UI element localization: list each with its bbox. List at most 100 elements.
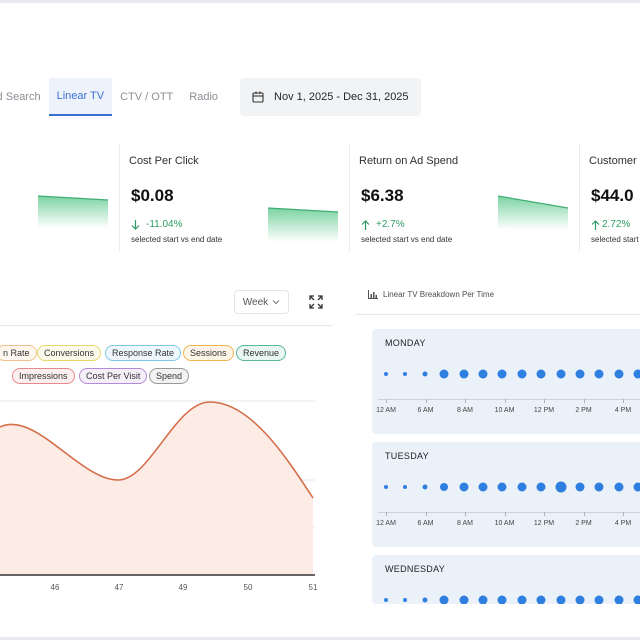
time-tick-label: 6 AM (417, 407, 434, 414)
time-tick-label: 8 AM (457, 520, 473, 527)
expand-icon[interactable] (309, 295, 323, 309)
day-title: MONDAY (385, 338, 426, 348)
time-slot-dot[interactable] (517, 595, 527, 604)
panel-divider (0, 325, 333, 326)
time-slot-dot[interactable] (478, 482, 488, 492)
time-slot-dot[interactable] (440, 483, 449, 491)
time-slot-dot[interactable] (403, 598, 408, 602)
time-slot-dot[interactable] (403, 485, 408, 489)
time-tick-label: 2 PM (575, 520, 592, 527)
kpi-title: Cost Per Click (129, 155, 199, 167)
metric-pill-conversions[interactable]: Conversions (37, 345, 102, 361)
metric-pill-rate[interactable]: n Rate (0, 345, 37, 361)
time-slot-dot[interactable] (422, 371, 428, 377)
time-slot-dot[interactable] (478, 369, 488, 379)
area-series-line (0, 401, 314, 499)
time-slot-dot[interactable] (556, 595, 566, 604)
time-slot-dot[interactable] (614, 369, 624, 379)
metric-pill-impressions[interactable]: Impressions (12, 368, 75, 384)
x-tick-label: 49 (179, 583, 188, 592)
kpi-value: $44.0 (591, 186, 634, 205)
breakdown-panel: Linear TV Breakdown Per Time MONDAY 12 A… (355, 284, 640, 604)
metric-pill-sessions[interactable]: Sessions (183, 345, 234, 361)
time-slot-dot[interactable] (517, 369, 527, 379)
time-tick-label: 6 AM (417, 520, 434, 527)
kpi-sparkline (38, 192, 108, 228)
metric-pill-response-rate[interactable]: Response Rate (105, 345, 182, 361)
time-slot-dot[interactable] (614, 482, 624, 492)
kpi-caption: selected start vs end date (361, 235, 453, 244)
time-slot-dot[interactable] (517, 482, 527, 492)
chevron-down-icon (272, 300, 280, 305)
kpi-delta: +2.7% (361, 219, 405, 230)
time-slot-dot[interactable] (556, 369, 566, 379)
kpi-sparkline (268, 206, 338, 242)
date-range-picker[interactable]: Nov 1, 2025 - Dec 31, 2025 (240, 78, 421, 116)
time-slot-dot[interactable] (384, 372, 388, 376)
time-slot-dot[interactable] (459, 482, 469, 492)
time-tick (465, 399, 466, 403)
arrow-up-icon (591, 219, 600, 230)
time-slot-dot[interactable] (536, 369, 546, 379)
time-slot-dot[interactable] (633, 595, 640, 604)
time-slot-dot[interactable] (536, 595, 546, 604)
time-slot-dot[interactable] (384, 598, 388, 602)
tab-paid-search[interactable]: aid Search (0, 91, 41, 103)
time-slot-dot[interactable] (555, 481, 567, 493)
period-select[interactable]: Week (234, 290, 289, 314)
tab-linear-tv[interactable]: Linear TV (48, 78, 113, 116)
time-slot-dot[interactable] (614, 595, 624, 604)
kpi-card-cost-per-click: Cost Per Click $0.08 -11.04% selected st… (119, 144, 349, 252)
time-slot-dot[interactable] (384, 485, 388, 489)
x-tick-label: 50 (244, 583, 253, 592)
time-slot-dot[interactable] (459, 595, 469, 604)
time-slot-dot[interactable] (497, 595, 507, 604)
metric-pill-revenue[interactable]: Revenue (236, 345, 287, 361)
kpi-value: . (0, 186, 1, 206)
time-slot-dot[interactable] (422, 597, 428, 603)
panel-divider (355, 314, 640, 315)
time-slot-dot[interactable] (575, 369, 585, 379)
time-slot-dot[interactable] (594, 482, 604, 492)
time-slot-dot[interactable] (478, 595, 488, 604)
metric-pill-spend[interactable]: Spend (149, 368, 190, 384)
arrow-up-icon (361, 219, 370, 230)
time-tick-label: 4 PM (614, 520, 632, 527)
time-axis (378, 512, 640, 513)
time-tick (425, 399, 427, 403)
time-slot-dot[interactable] (536, 482, 546, 492)
dot-row (372, 366, 640, 382)
tab-radio[interactable]: Radio (189, 91, 219, 103)
time-slot-dot[interactable] (422, 484, 428, 490)
time-slot-dot[interactable] (575, 482, 585, 492)
time-slot-dot[interactable] (403, 372, 408, 376)
day-title: WEDNESDAY (385, 564, 446, 574)
time-tick (386, 512, 387, 516)
time-slot-dot[interactable] (439, 369, 449, 379)
x-tick-label: 46 (51, 583, 60, 592)
arrow-down-icon (131, 219, 140, 230)
time-tick-label: 12 PM (533, 520, 555, 527)
time-tick (623, 512, 624, 516)
time-slot-dot[interactable] (439, 595, 449, 604)
time-slot-dot[interactable] (497, 369, 507, 379)
time-slot-dot[interactable] (633, 482, 640, 492)
time-slot-dot[interactable] (633, 369, 640, 379)
channel-tabs: aid Search Linear TV CTV / OTT Radio Nov… (0, 78, 421, 116)
tab-ctv-ott[interactable]: CTV / OTT (120, 91, 174, 103)
metrics-chart-panel: Week n Rate Conversions Response Rate Se… (0, 284, 333, 604)
metric-pill-cost-per-visit[interactable]: Cost Per Visit (79, 368, 148, 384)
kpi-caption: selected start vs end date (131, 235, 223, 244)
time-slot-dot[interactable] (594, 595, 604, 604)
date-range-label: Nov 1, 2025 - Dec 31, 2025 (274, 91, 409, 103)
time-tick-label: 4 PM (614, 407, 632, 414)
time-slot-dot[interactable] (459, 369, 469, 379)
time-slot-dot[interactable] (497, 482, 507, 492)
time-slot-dot[interactable] (575, 595, 585, 604)
time-tick (583, 512, 585, 516)
period-select-value: Week (242, 296, 269, 308)
x-ticks: 46 47 49 50 51 (51, 583, 318, 592)
bottom-border (0, 637, 640, 640)
calendar-icon (252, 91, 264, 103)
time-slot-dot[interactable] (594, 369, 604, 379)
